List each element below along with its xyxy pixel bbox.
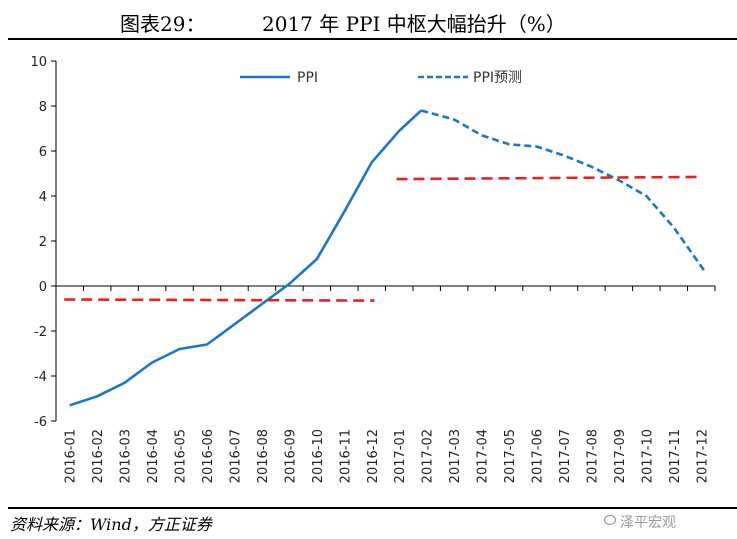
x-tick-label: 2017-05 xyxy=(503,429,518,483)
average-line xyxy=(64,298,375,302)
average-line xyxy=(396,175,702,181)
x-tick-label: 2016-03 xyxy=(119,429,134,483)
top-rule xyxy=(8,38,737,40)
x-tick-label: 2016-05 xyxy=(174,429,189,483)
x-tick-label: 2017-09 xyxy=(613,429,628,483)
x-tick-label: 2016-02 xyxy=(91,429,106,483)
x-tick-label: 2017-10 xyxy=(640,429,655,483)
x-tick-label: 2016-12 xyxy=(366,429,381,483)
x-tick-label: 2016-06 xyxy=(201,429,216,483)
x-tick-label: 2017-04 xyxy=(476,429,491,483)
figure-title: 2017 年 PPI 中枢大幅抬升（%） xyxy=(262,12,566,36)
ppi-forecast-line xyxy=(420,109,706,272)
y-tick-label: 8 xyxy=(39,100,47,115)
x-tick-label: 2017-02 xyxy=(421,429,436,483)
x-tick-label: 2017-11 xyxy=(668,429,683,483)
y-tick-label: 2 xyxy=(39,235,47,250)
ppi-actual-line xyxy=(69,109,423,407)
source-note: 资料来源：Wind，方正证券 xyxy=(10,515,212,534)
x-tick-label: 2016-08 xyxy=(256,429,271,483)
x-tick-label: 2017-03 xyxy=(448,429,463,483)
y-tick-label: 10 xyxy=(30,55,47,70)
watermark: 泽平宏观 xyxy=(620,515,676,531)
figure-header: 图表29： 2017 年 PPI 中枢大幅抬升（%） xyxy=(0,0,737,40)
y-tick-label: -6 xyxy=(34,415,47,430)
x-tick-label: 2016-07 xyxy=(228,429,243,483)
x-tick-label: 2016-04 xyxy=(146,429,161,483)
y-tick-label: 4 xyxy=(39,190,47,205)
x-tick-label: 2017-01 xyxy=(393,429,408,483)
y-tick-label: 0 xyxy=(39,280,47,295)
legend-label-forecast: PPI预测 xyxy=(473,70,522,86)
x-tick-label: 2017-06 xyxy=(531,429,546,483)
y-tick-label: 6 xyxy=(39,145,47,160)
bottom-rule xyxy=(8,507,737,509)
y-tick-label: -4 xyxy=(34,370,47,385)
figure-label: 图表29： xyxy=(120,12,206,36)
x-tick-label: 2016-10 xyxy=(311,429,326,483)
x-tick-label: 2017-07 xyxy=(558,429,573,483)
legend-label-ppi: PPI xyxy=(297,70,318,86)
x-tick-label: 2016-09 xyxy=(283,429,298,483)
x-tick-label: 2017-08 xyxy=(585,429,600,483)
x-tick-label: 2016-01 xyxy=(64,429,79,483)
x-tick-label: 2016-11 xyxy=(338,429,353,483)
x-tick-label: 2017-12 xyxy=(695,429,710,483)
y-tick-label: -2 xyxy=(34,325,47,340)
wechat-icon xyxy=(604,514,617,526)
